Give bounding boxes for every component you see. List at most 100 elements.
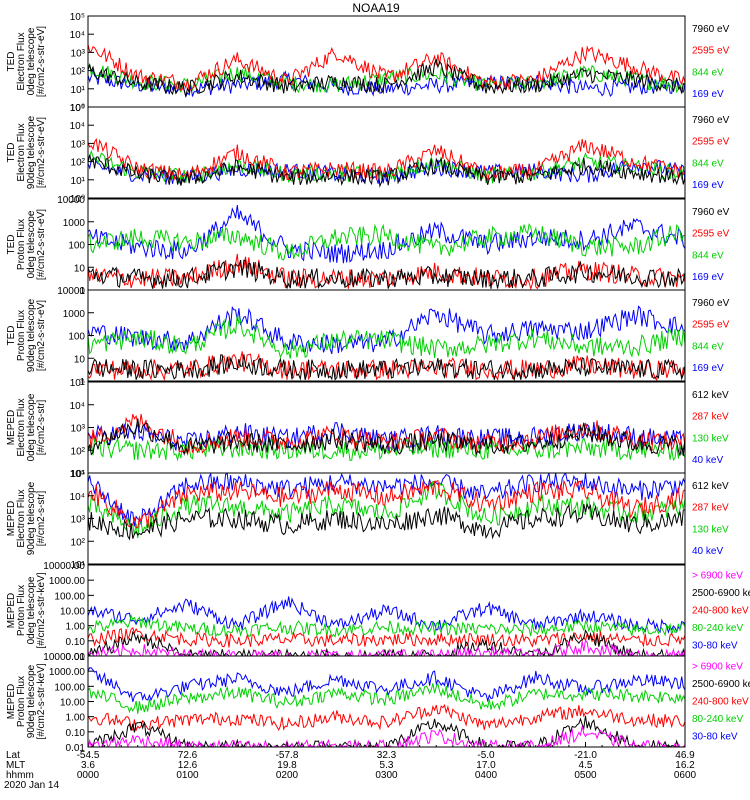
legend-entry: 2595 eV xyxy=(692,229,730,240)
x-row-value: 12.6 xyxy=(178,760,198,771)
x-axis-block: Lat -54.5 72.6 -57.8 32.3 -5.0 -21.0 46.9 MLT 3.6… xyxy=(4,742,697,791)
y-tick-label: 10³ xyxy=(71,515,86,526)
legend-entry: 169 eV xyxy=(692,180,724,191)
y-tick-label: 10² xyxy=(71,446,86,457)
y-axis-label-line: TED xyxy=(6,326,17,346)
series-line-169-ev xyxy=(88,205,685,264)
panel-frame xyxy=(87,106,686,199)
series-line-30-80-kev xyxy=(88,667,685,703)
legend-entry: 40 keV xyxy=(692,455,723,466)
legend-entry: 287 keV xyxy=(692,503,729,514)
y-axis-label-line: Proton Flux xyxy=(16,219,27,270)
legend-entry: 80-240 keV xyxy=(692,623,743,634)
legend-entry: 7960 eV xyxy=(692,298,730,309)
x-row-value: 5.3 xyxy=(380,760,394,771)
x-row-value: 0100 xyxy=(176,770,199,781)
y-tick-label: 10 xyxy=(74,263,86,274)
y-tick-label: 100 xyxy=(68,332,85,343)
legend-entry: 287 keV xyxy=(692,412,729,423)
y-tick-label: 10¹ xyxy=(71,469,86,480)
y-axis-label-line: 0deg telescope xyxy=(26,210,37,278)
legend-entry: 2500-6900 keV xyxy=(692,588,750,599)
y-tick-label: 10³ xyxy=(71,424,86,435)
y-tick-label: 100 xyxy=(68,241,85,252)
legend-entry: 612 keV xyxy=(692,390,729,401)
y-tick-label: 10³ xyxy=(71,48,86,59)
y-tick-label: 0.01 xyxy=(66,743,86,754)
legend-entry: 2500-6900 keV xyxy=(692,679,750,690)
y-tick-label: 1.00 xyxy=(66,622,86,633)
legend-entry: 2595 eV xyxy=(692,46,730,57)
y-axis-label-line: [#/cm2-s-str-eV] xyxy=(36,117,47,188)
panel-5: 10¹ 10² 10³ 10⁴ 10⁵ MEPED Electron Flux 0deg te… xyxy=(6,378,729,480)
y-tick-label: 10⁰ xyxy=(70,103,85,114)
y-tick-label: 10¹ xyxy=(71,560,86,571)
y-tick-label: 1000.00 xyxy=(49,667,86,678)
y-tick-label: 10⁴ xyxy=(70,30,85,41)
y-tick-label: 10.00 xyxy=(60,607,85,618)
y-tick-label: 10⁵ xyxy=(70,469,85,480)
y-axis-label-line: Electron Flux xyxy=(16,32,27,90)
panel-8: 0.01 0.10 1.00 10.00 100.00 1000.00 10000.00 ME… xyxy=(6,652,750,754)
y-tick-label: 10⁴ xyxy=(70,492,85,503)
legend-entry: 169 eV xyxy=(692,89,724,100)
y-axis-label-line: 0deg telescope xyxy=(26,27,37,95)
series-line-844-ev xyxy=(88,223,685,261)
legend-entry: 130 keV xyxy=(692,524,729,535)
y-tick-label: 10⁰ xyxy=(70,194,85,205)
series-line-2595-ev xyxy=(88,253,685,290)
panel-3: 1 10 100 1000 10000 TED Proton Flux 0deg telesc… xyxy=(6,195,730,297)
legend-entry: 7960 eV xyxy=(692,207,730,218)
y-axis-label-line: 90deg telescope xyxy=(26,115,37,189)
series-line-2595-ev xyxy=(88,137,685,183)
y-tick-label: 1000.00 xyxy=(49,576,86,587)
series-line-40-kev xyxy=(88,422,685,452)
legend-entry: 612 keV xyxy=(692,481,729,492)
y-tick-label: 10³ xyxy=(71,139,86,150)
x-row-value: -57.8 xyxy=(276,750,299,761)
series-line-130-kev xyxy=(88,436,685,462)
x-row-value: 16.2 xyxy=(675,760,695,771)
legend-entry: 844 eV xyxy=(692,341,724,352)
y-tick-label: 1000 xyxy=(63,309,86,320)
y-axis-label-line: 0deg telescope xyxy=(26,393,37,461)
series-line-7960-ev xyxy=(88,154,685,188)
series-line-287-kev xyxy=(88,479,685,529)
legend-entry: 7960 eV xyxy=(692,115,730,126)
y-axis-label-line: 0deg telescope xyxy=(26,576,37,644)
panel-7: 0.01 0.10 1.00 10.00 100.00 1000.00 10000.00 ME… xyxy=(6,561,750,663)
legend-entry: 844 eV xyxy=(692,250,724,261)
y-tick-label: 100.00 xyxy=(54,591,85,602)
y-tick-label: 10⁴ xyxy=(70,401,85,412)
date-label: 2020 Jan 14 xyxy=(4,780,59,791)
y-axis-label-line: TED xyxy=(6,143,17,163)
y-axis-label-line: Proton Flux xyxy=(16,310,27,361)
y-axis-label-line: 90deg telescope xyxy=(26,664,37,738)
y-tick-label: 10000 xyxy=(57,195,85,206)
y-tick-label: 10² xyxy=(71,158,86,169)
x-row-value: 4.5 xyxy=(579,760,593,771)
y-axis-label-line: Proton Flux xyxy=(16,676,27,727)
y-tick-label: 10000.00 xyxy=(43,652,85,663)
y-axis-label-line: TED xyxy=(6,52,17,72)
y-axis-label-line: MEPED xyxy=(6,410,17,446)
y-axis-label-line: [#/cm2-s-str-eV] xyxy=(36,209,47,280)
legend-entry: 844 eV xyxy=(692,67,724,78)
x-row-value: 72.6 xyxy=(178,750,198,761)
y-axis-label-line: 90deg telescope xyxy=(26,298,37,372)
y-axis-label-line: [#/cm2-s-str-eV] xyxy=(36,26,47,97)
y-axis-label-line: 90deg telescope xyxy=(26,481,37,555)
y-axis-label-line: MEPED xyxy=(6,593,17,629)
x-row-value: 0400 xyxy=(475,770,498,781)
x-row-value: 0500 xyxy=(574,770,597,781)
y-axis-label-line: Electron Flux xyxy=(16,123,27,181)
series-line-80-240-kev xyxy=(88,614,685,638)
y-tick-label: 10¹ xyxy=(71,85,86,96)
series-line-240-800-kev xyxy=(88,703,685,732)
x-row-label: MLT xyxy=(6,760,25,771)
series-line-7960-ev xyxy=(88,259,685,290)
y-tick-label: 10² xyxy=(71,537,86,548)
y-tick-label: 1000 xyxy=(63,218,86,229)
